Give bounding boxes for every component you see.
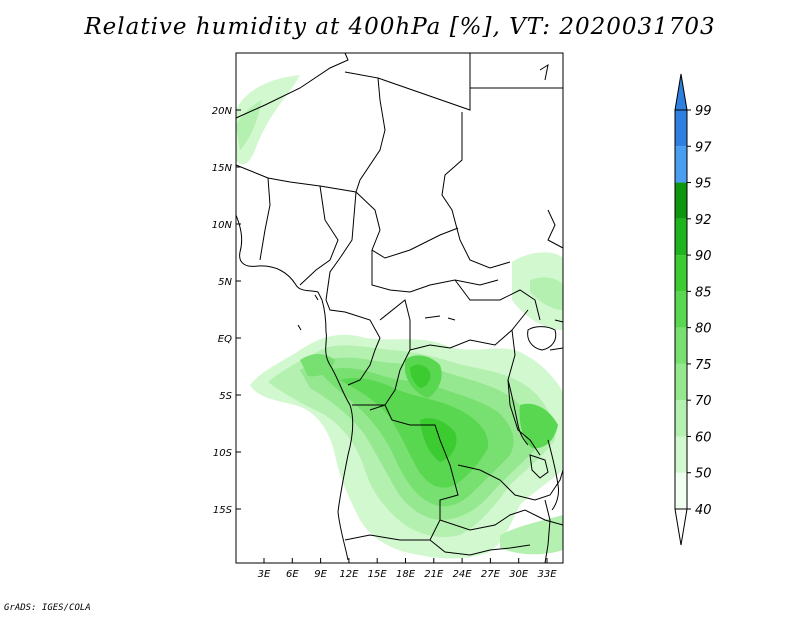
colorbar-label: 95 [695,177,712,192]
lon-tick-label: 12E [339,569,359,580]
colorbar-label: 90 [695,249,712,264]
colorbar-segment [675,291,687,328]
map-frame [235,52,564,564]
colorbar-label: 99 [695,104,712,119]
colorbar-segment [675,110,687,147]
lat-tick-label: 10N [212,220,233,231]
lon-tick-label: 21E [424,569,444,580]
colorbar-segment [675,327,687,364]
lon-tick-label: 3E [258,569,271,580]
lat-tick-label: 5N [218,277,232,288]
map-title: Relative humidity at 400hPa [%], VT: 202… [84,14,716,40]
colorbar-segment [675,182,687,219]
lon-tick-label: 9E [314,569,327,580]
coastline-west [235,214,323,301]
colorbar-label: 85 [695,285,712,300]
lon-tick-label: 6E [286,569,299,580]
colorbar-label: 60 [695,430,712,445]
longitude-ticks: 3E 6E 9E 12E 15E 18E 21E 24E 27E 30E 33E [258,558,557,580]
lon-tick-label: 18E [396,569,416,580]
lake-victoria [527,326,557,351]
humidity-patch-northwest [236,75,300,165]
colorbar-low-triangle [674,508,688,546]
lon-tick-label: 30E [509,569,529,580]
colorbar-high-triangle [674,73,688,111]
lat-tick-label: 20N [212,106,233,117]
credit-text: GrADS: IGES/COLA [4,603,91,613]
colorbar-segment [675,400,687,437]
colorbar-segment [675,436,687,473]
lake-malawi [547,439,559,511]
lon-tick-label: 15E [368,569,388,580]
lon-tick-label: 33E [537,569,557,580]
colorbar-segment [675,472,687,509]
colorbar-label: 80 [695,322,712,337]
colorbar-label: 50 [695,467,712,482]
colorbar-label: 92 [695,213,712,228]
lat-tick-label: 15S [213,505,233,516]
colorbar-segment [675,363,687,401]
colorbar-label: 70 [695,394,712,409]
colorbar-label: 97 [695,140,712,155]
colorbar-label: 40 [695,503,712,518]
lon-tick-label: 27E [481,569,501,580]
lat-tick-label: 5S [219,391,232,402]
colorbar-segment [675,218,687,256]
colorbar-segment [675,146,687,183]
colorbar-outline [674,109,688,510]
country-borders [235,52,564,564]
coastline-gulf [321,299,354,561]
lat-tick-label: 10S [213,448,233,459]
humidity-fill-layer [236,75,563,559]
lon-tick-label: 24E [453,569,473,580]
lat-tick-label: EQ [218,334,232,345]
colorbar-label: 75 [695,358,712,373]
lat-tick-label: 15N [212,163,233,174]
latitude-ticks: 20N 15N 10N 5N EQ 5S 10S 15S [212,106,241,516]
colorbar: 40 50 60 70 75 80 85 90 92 95 97 99 [674,73,712,546]
colorbar-segment [675,255,687,292]
lake-tanganyika [507,379,529,446]
